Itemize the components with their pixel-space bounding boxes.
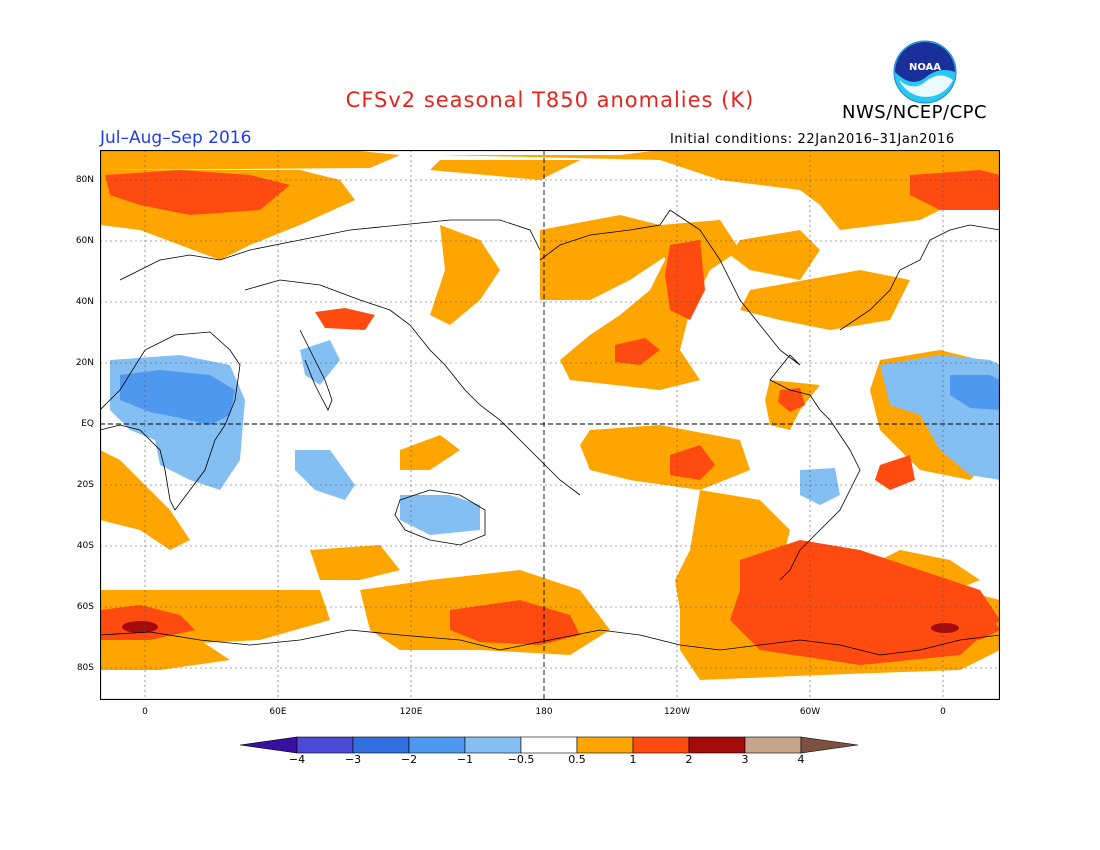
colorbar-swatch bbox=[744, 736, 802, 754]
colorbar-high-arrow bbox=[800, 736, 859, 754]
lat-label: EQ bbox=[81, 419, 94, 429]
colorbar-swatch bbox=[576, 736, 634, 754]
reference-lines bbox=[100, 150, 1000, 700]
lon-label: 120W bbox=[663, 707, 691, 717]
colorbar-tick-label: −4 bbox=[288, 753, 306, 766]
lat-label: 60S bbox=[76, 602, 94, 612]
lon-label: 0 bbox=[940, 707, 946, 717]
initial-conditions-label: Initial conditions: 22Jan2016–31Jan2016 bbox=[670, 132, 955, 147]
lat-label: 40N bbox=[75, 297, 94, 307]
colorbar-swatch bbox=[296, 736, 354, 754]
colorbar-tick-label: −3 bbox=[344, 753, 362, 766]
colorbar-tick-label: 2 bbox=[685, 753, 693, 766]
colorbar-swatch bbox=[352, 736, 410, 754]
colorbar-swatch bbox=[520, 736, 578, 754]
colorbar-low-arrow bbox=[240, 736, 298, 754]
colorbar-tick-label: −2 bbox=[400, 753, 418, 766]
strong-warm-anomaly-regions bbox=[100, 170, 1000, 665]
lat-label: 40S bbox=[76, 541, 94, 551]
lat-label: 80S bbox=[76, 663, 94, 673]
lon-label: 180 bbox=[535, 707, 553, 717]
lon-label: 120E bbox=[399, 707, 423, 717]
lat-label: 20N bbox=[75, 358, 94, 368]
lon-label: 60E bbox=[269, 707, 287, 717]
lat-label: 20S bbox=[76, 480, 94, 490]
colorbar-tick-label: 1 bbox=[629, 753, 637, 766]
graticule bbox=[100, 150, 1000, 700]
lat-label: 60N bbox=[75, 236, 94, 246]
coastlines bbox=[100, 209, 1000, 656]
colorbar-tick-label: −0.5 bbox=[507, 753, 535, 766]
colorbar-swatch bbox=[464, 736, 522, 754]
noaa-logo-icon: NOAA bbox=[893, 40, 957, 104]
map-title: CFSv2 seasonal T850 anomalies (K) bbox=[345, 88, 755, 112]
colorbar-tick-label: −1 bbox=[456, 753, 474, 766]
colorbar-tick-label: 3 bbox=[741, 753, 749, 766]
colorbar-tick-label: 0.5 bbox=[568, 753, 586, 766]
lat-label: 80N bbox=[75, 175, 94, 185]
colorbar bbox=[240, 736, 859, 754]
strong-cool-anomaly-regions bbox=[120, 370, 1000, 425]
svg-text:NOAA: NOAA bbox=[909, 62, 941, 73]
extreme-warm-anomaly-regions bbox=[122, 621, 959, 633]
colorbar-swatch bbox=[632, 736, 690, 754]
lon-label: 60W bbox=[799, 707, 821, 717]
season-label: Jul–Aug–Sep 2016 bbox=[100, 128, 252, 148]
colorbar-swatch bbox=[688, 736, 746, 754]
anomaly-map bbox=[100, 150, 1000, 700]
lon-label: 0 bbox=[142, 707, 148, 717]
colorbar-swatch bbox=[408, 736, 466, 754]
colorbar-tick-label: 4 bbox=[797, 753, 805, 766]
agency-label: NWS/NCEP/CPC bbox=[842, 102, 988, 123]
